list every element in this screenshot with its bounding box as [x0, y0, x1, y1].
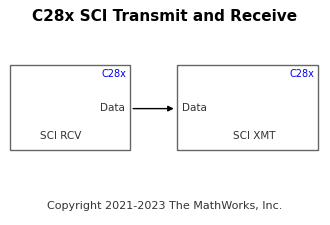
Text: Data: Data: [100, 103, 124, 113]
Bar: [10, 65, 130, 151]
Text: Copyright 2021-2023 The MathWorks, Inc.: Copyright 2021-2023 The MathWorks, Inc.: [47, 200, 283, 210]
Text: C28x: C28x: [102, 69, 126, 79]
Text: SCI XMT: SCI XMT: [233, 131, 276, 141]
Text: SCI RCV: SCI RCV: [40, 131, 81, 141]
Bar: [177, 65, 318, 151]
Text: C28x SCI Transmit and Receive: C28x SCI Transmit and Receive: [32, 9, 298, 24]
Text: Data: Data: [182, 103, 207, 113]
Text: C28x: C28x: [290, 69, 314, 79]
